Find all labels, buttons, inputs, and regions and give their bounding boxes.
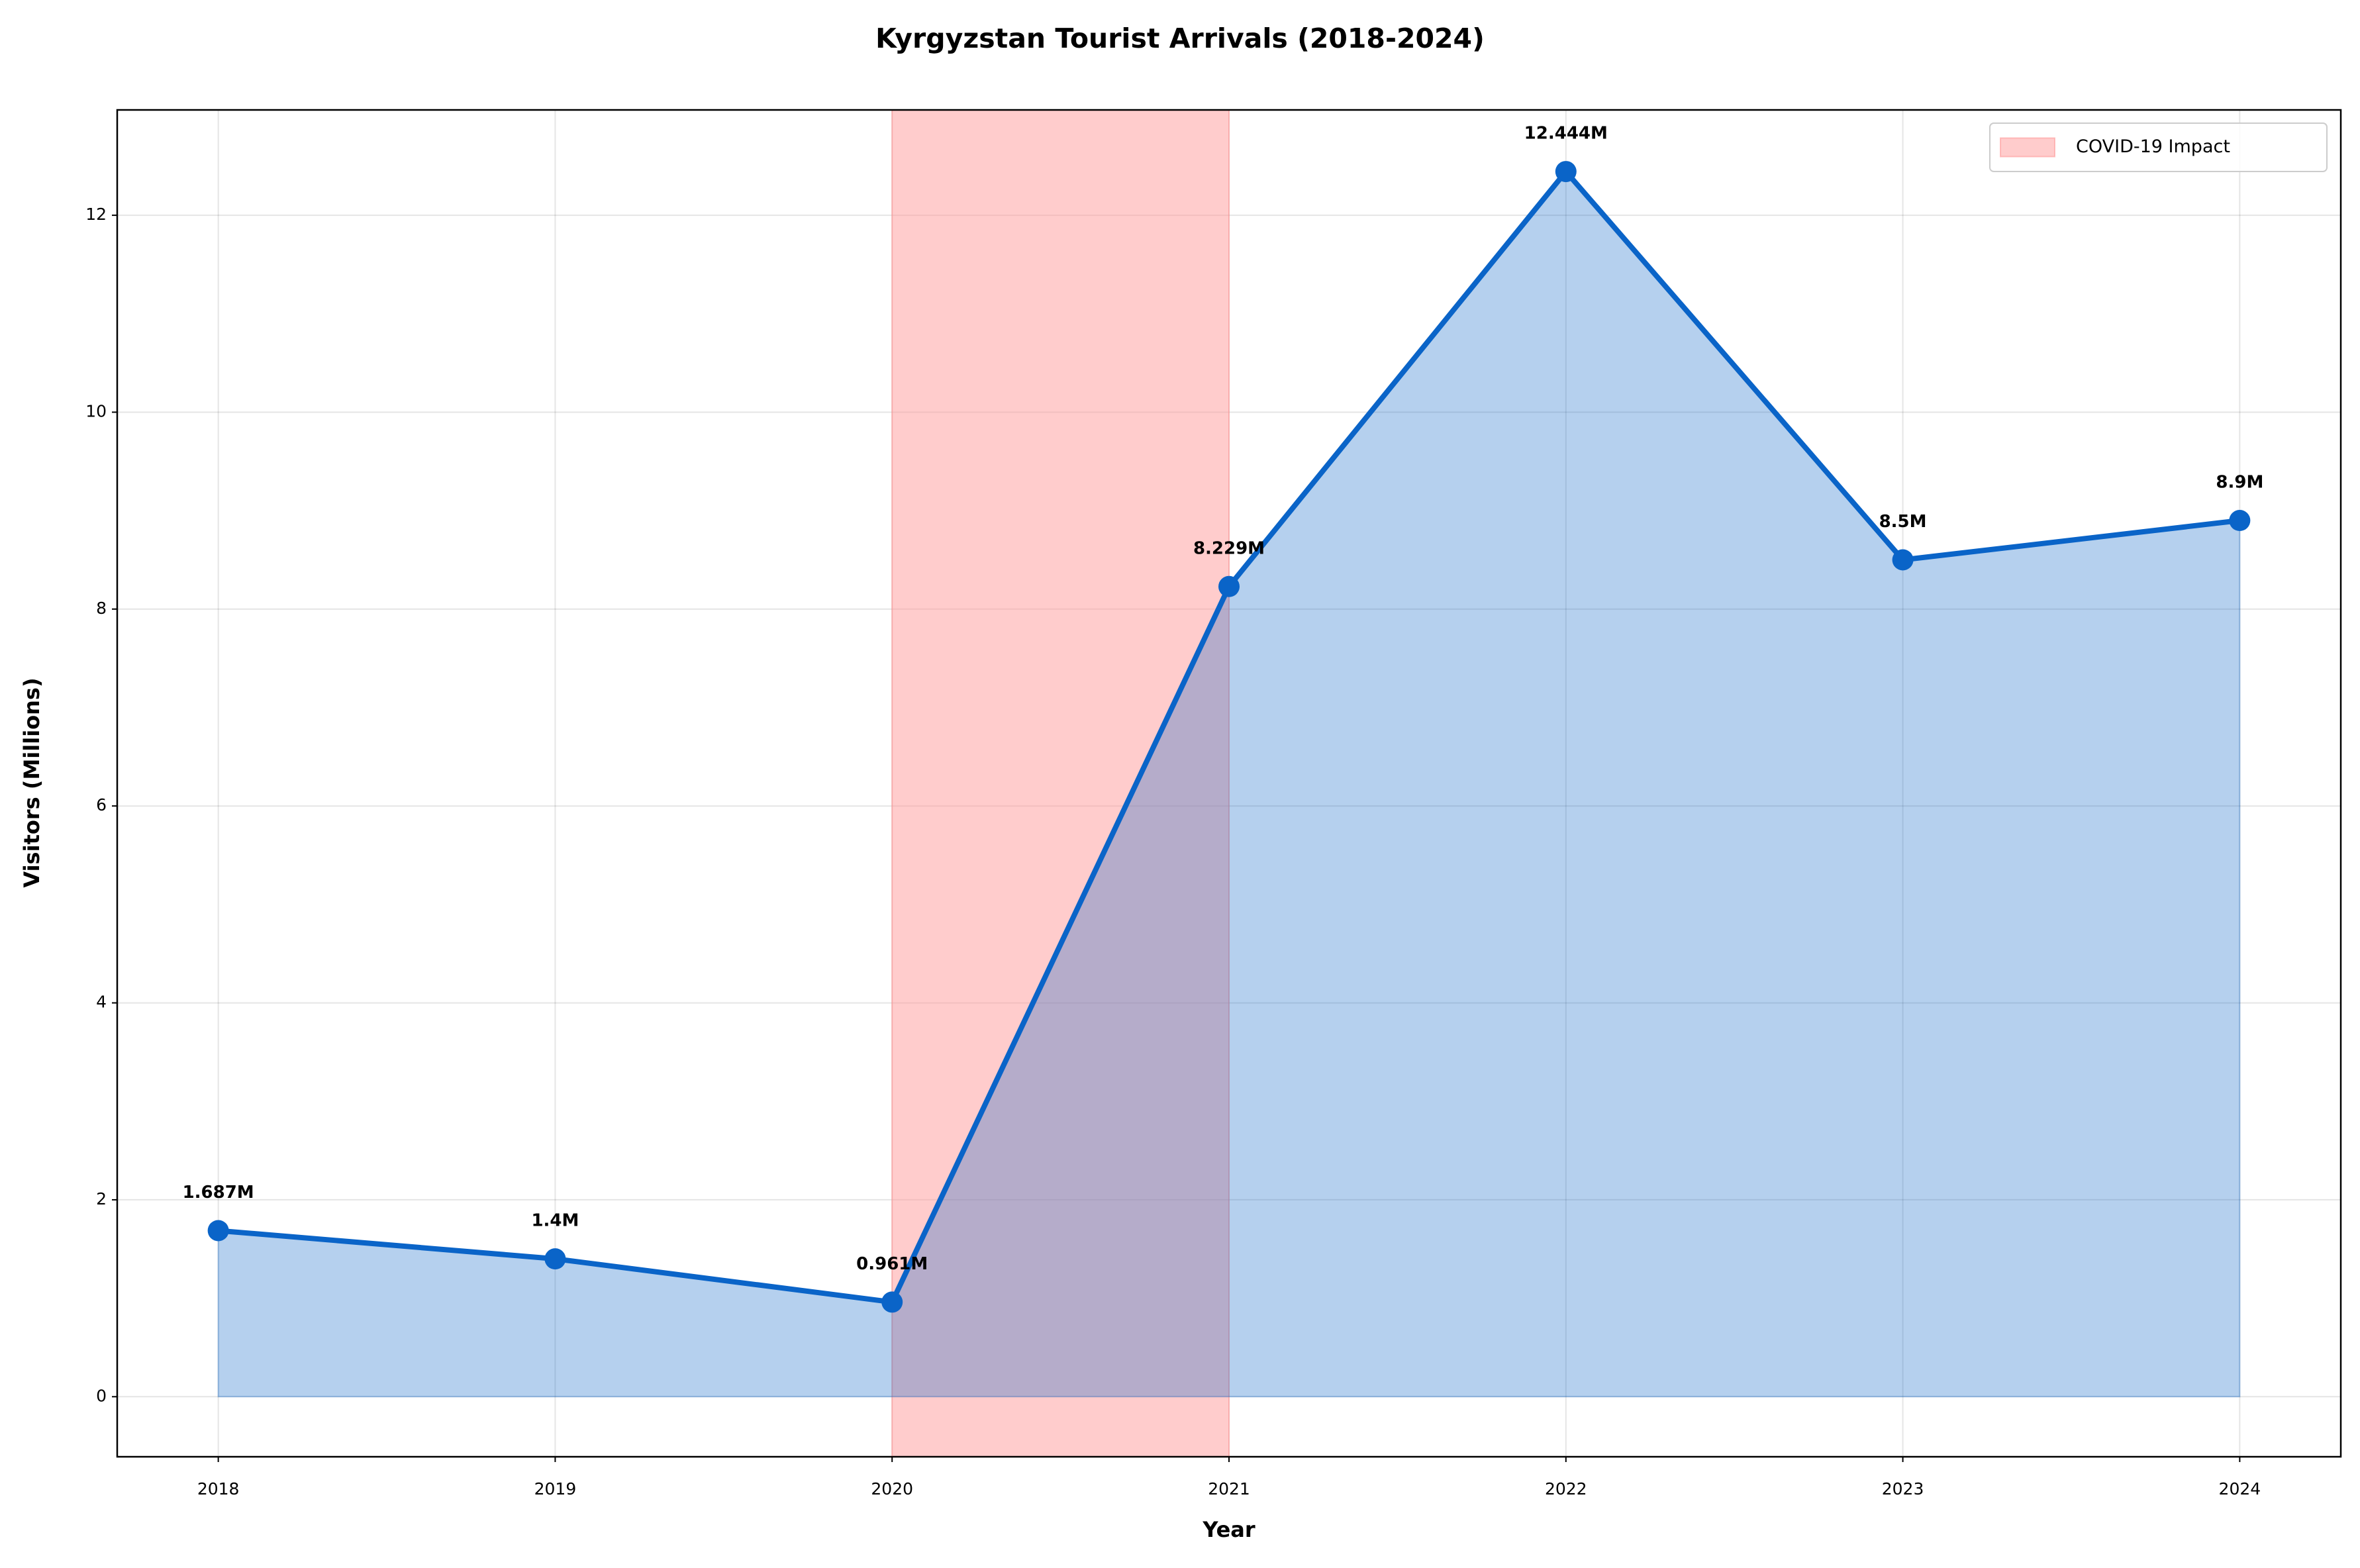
y-tick-label: 6 xyxy=(96,795,107,814)
y-tick-label: 8 xyxy=(96,599,107,618)
x-tick-label: 2021 xyxy=(1208,1479,1250,1498)
x-tick-label: 2023 xyxy=(1882,1479,1924,1498)
y-tick-label: 2 xyxy=(96,1189,107,1208)
x-tick-label: 2022 xyxy=(1545,1479,1587,1498)
data-label: 1.687M xyxy=(183,1183,254,1202)
legend-box xyxy=(1989,122,2328,172)
point xyxy=(1218,575,1240,597)
x-axis-label: Year xyxy=(1202,1517,1255,1542)
y-tick-label: 12 xyxy=(85,205,107,224)
plot-frame xyxy=(116,109,2342,1458)
legend-swatch xyxy=(2000,137,2055,158)
point xyxy=(1892,549,1914,571)
x-tick-label: 2020 xyxy=(871,1479,913,1498)
data-label: 1.4M xyxy=(531,1211,579,1231)
point xyxy=(1555,161,1577,183)
x-tick-label: 2019 xyxy=(534,1479,577,1498)
point xyxy=(881,1291,903,1313)
data-label: 0.961M xyxy=(856,1254,928,1274)
point xyxy=(207,1220,229,1242)
point xyxy=(544,1248,566,1270)
y-tick-label: 0 xyxy=(96,1386,107,1405)
data-label: 8.9M xyxy=(2216,473,2263,493)
span xyxy=(891,109,1230,1457)
chart-title: Kyrgyzstan Tourist Arrivals (2018-2024) xyxy=(875,23,1485,54)
point xyxy=(2229,510,2251,532)
data-label: 8.229M xyxy=(1193,538,1265,558)
x-tick-label: 2024 xyxy=(2219,1479,2261,1498)
data-label: 8.5M xyxy=(1879,512,1927,532)
x-tick-label: 2018 xyxy=(197,1479,240,1498)
data-label: 12.444M xyxy=(1524,124,1608,144)
legend-label: COVID-19 Impact xyxy=(2076,136,2230,157)
y-tick-label: 10 xyxy=(85,401,107,420)
y-axis-label: Visitors (Millions) xyxy=(19,677,44,887)
y-tick-label: 4 xyxy=(96,993,107,1012)
